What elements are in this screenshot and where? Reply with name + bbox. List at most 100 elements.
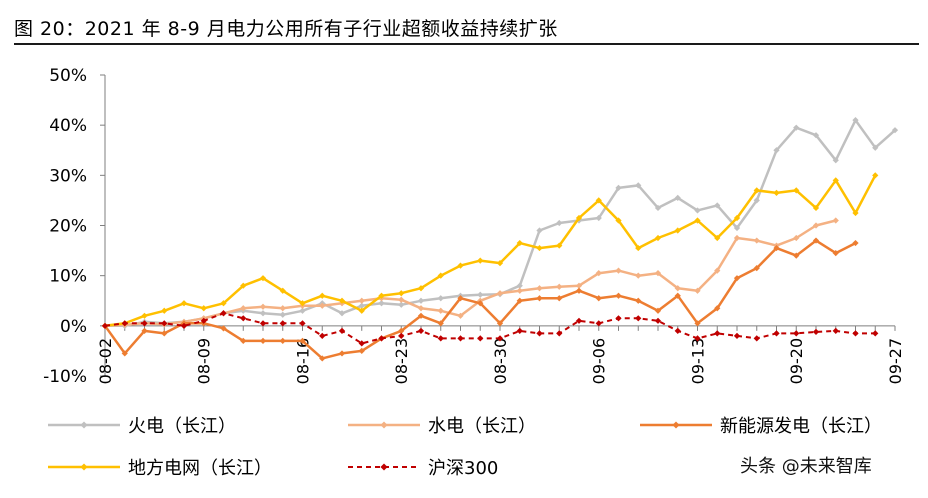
series-marker-2	[417, 312, 425, 319]
series-marker-2	[496, 320, 504, 327]
series-marker-2	[714, 305, 721, 312]
series-marker-3	[279, 287, 286, 294]
y-tick-label: 10%	[49, 267, 87, 287]
series-marker-4	[457, 335, 464, 342]
series-marker-2	[319, 355, 326, 362]
series-marker-0	[437, 295, 444, 302]
series-marker-3	[437, 272, 444, 279]
series-line-4	[104, 312, 876, 345]
series-marker-4	[832, 327, 839, 334]
series-marker-3	[200, 305, 207, 312]
y-tick-label: 30%	[49, 166, 87, 186]
x-tick-label: 08-09	[195, 338, 214, 385]
series-marker-1	[714, 267, 721, 274]
x-tick-label: 09-13	[689, 338, 708, 385]
series-marker-0	[338, 310, 346, 317]
legend-label-0: 火电（长江）	[128, 416, 236, 437]
y-tick-label: 40%	[49, 116, 87, 136]
series-marker-4	[417, 327, 425, 334]
y-tick-label: -10%	[43, 367, 87, 387]
series-marker-4	[319, 332, 326, 339]
series-marker-1	[417, 305, 425, 312]
series-marker-4	[635, 315, 642, 322]
series-marker-3	[496, 260, 504, 267]
y-tick-label: 0%	[60, 317, 87, 337]
series-marker-3	[338, 297, 346, 304]
series-marker-2	[299, 337, 306, 344]
title-underline	[14, 43, 919, 45]
series-marker-1	[319, 302, 326, 309]
series-marker-3	[161, 307, 168, 314]
series-marker-4	[496, 335, 504, 342]
series-marker-4	[556, 330, 563, 337]
x-tick-label: 08-30	[491, 338, 510, 385]
legend: 火电（长江） 水电（长江） 新能源发电（长江） 地方电网（长江） 沪深300	[48, 416, 882, 479]
series-lines	[101, 117, 899, 362]
series-marker-1	[398, 296, 405, 303]
series-marker-4	[615, 315, 622, 322]
y-tick-label: 50%	[49, 66, 87, 86]
x-tick-label: 09-27	[886, 338, 905, 385]
series-marker-0	[299, 307, 306, 314]
x-tick-label: 08-23	[392, 338, 411, 385]
series-marker-2	[753, 265, 760, 272]
series-marker-3	[378, 292, 385, 299]
series-marker-2	[358, 347, 365, 355]
series-marker-1	[259, 303, 267, 310]
series-marker-1	[516, 287, 523, 294]
series-marker-4	[852, 330, 859, 337]
series-marker-3	[457, 262, 464, 269]
series-marker-2	[615, 292, 622, 299]
series-marker-2	[279, 337, 286, 344]
x-tick-label: 08-16	[294, 338, 313, 385]
axes: 50% 40% 30% 20% 10% 0% -10% 08-02 08-09 08-16 08-2…	[43, 66, 905, 387]
series-line-1	[104, 219, 837, 328]
x-tick-label: 09-20	[787, 338, 806, 385]
series-marker-4	[674, 327, 681, 334]
series-marker-3	[398, 290, 405, 297]
series-marker-3	[259, 275, 267, 282]
series-marker-1	[615, 267, 622, 274]
series-marker-1	[496, 290, 504, 297]
series-marker-4	[477, 335, 484, 342]
series-marker-3	[536, 244, 543, 252]
series-marker-2	[536, 295, 543, 302]
legend-marker-2	[672, 421, 680, 429]
series-marker-2	[398, 327, 405, 334]
series-marker-4	[753, 335, 760, 342]
series-marker-1	[536, 285, 543, 292]
series-marker-1	[437, 307, 444, 314]
series-marker-2	[338, 350, 346, 357]
series-marker-1	[832, 217, 839, 224]
series-marker-1	[358, 297, 365, 304]
series-marker-4	[358, 340, 365, 347]
series-marker-0	[279, 311, 286, 318]
legend-label-2: 新能源发电（长江）	[720, 416, 882, 437]
legend-marker-4	[380, 463, 388, 471]
series-marker-1	[635, 272, 642, 279]
series-marker-3	[477, 257, 484, 264]
series-marker-0	[477, 291, 484, 298]
series-marker-4	[437, 335, 444, 342]
x-tick-label: 09-06	[590, 338, 609, 385]
series-marker-4	[279, 320, 286, 327]
series-marker-1	[457, 312, 464, 319]
series-marker-4	[793, 330, 800, 337]
legend-label-1: 水电（长江）	[428, 416, 536, 437]
series-marker-4	[536, 330, 543, 337]
series-marker-3	[141, 312, 148, 319]
series-marker-0	[358, 302, 365, 309]
figure-title: 图 20：2021 年 8-9 月电力公用所有子行业超额收益持续扩张	[14, 18, 558, 40]
series-line-3	[104, 174, 877, 328]
series-marker-2	[575, 287, 583, 294]
series-marker-1	[279, 305, 286, 312]
series-marker-1	[654, 270, 662, 277]
series-marker-4	[240, 315, 247, 322]
series-marker-3	[319, 292, 326, 299]
series-marker-4	[812, 328, 820, 335]
legend-marker-3	[80, 463, 88, 471]
series-marker-1	[556, 283, 563, 290]
series-marker-2	[654, 307, 662, 314]
series-marker-4	[259, 320, 267, 327]
